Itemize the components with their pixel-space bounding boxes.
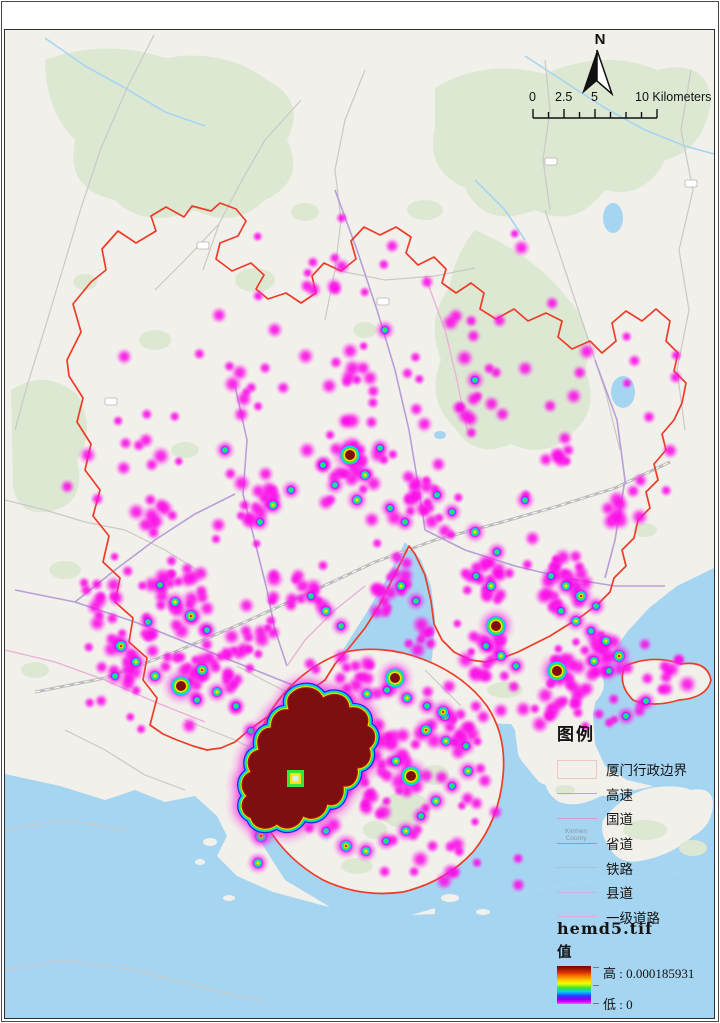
legend-items: 厦门行政边界 高速国道省道铁路县道一级道路: [557, 757, 714, 930]
legend-item-3: 省道: [557, 831, 714, 856]
legend-item-label: 省道: [606, 837, 633, 853]
raster-value-label: 值: [557, 945, 572, 961]
legend-item-1: 高速: [557, 782, 714, 807]
legend-title: 图例: [557, 725, 595, 744]
scale-label-10km: 10 Kilometers: [635, 90, 712, 104]
legend-item-5: 县道: [557, 880, 714, 905]
legend-swatch-boundary: [557, 759, 597, 779]
legend-swatch-line: [557, 842, 597, 844]
legend-item-label: 县道: [606, 886, 633, 902]
raster-color-ramp: [557, 966, 591, 1004]
legend-item-label: 铁路: [606, 861, 633, 877]
legend-swatch-line: [557, 916, 597, 918]
basemap-svg: [5, 30, 714, 1018]
legend-item-label: 厦门行政边界: [606, 763, 687, 779]
scale-label-2-5: 2.5: [555, 90, 573, 104]
raster-high-label: 高 : 0.000185931: [603, 966, 695, 981]
legend-swatch-line: [557, 793, 597, 795]
scale-label-5: 5: [591, 90, 598, 104]
heat-blob-hole: [287, 770, 304, 787]
ramp-tick-high: [593, 967, 599, 968]
legend-item-2: 国道: [557, 806, 714, 831]
legend-swatch-line: [557, 817, 597, 819]
legend-item-4: 铁路: [557, 855, 714, 880]
heat-density-halos: [59, 211, 699, 894]
raster-ramp-wrap: 高 : 0.000185931 低 : 0: [557, 966, 714, 1012]
raster-low-label: 低 : 0: [603, 997, 633, 1012]
legend-item-0: 厦门行政边界: [557, 757, 714, 782]
legend-item-6: 一级道路: [557, 905, 714, 930]
ramp-tick-low: [593, 1003, 599, 1004]
basemap-label: Kinmen County: [565, 828, 588, 842]
heat-blob-main: [242, 688, 375, 829]
scale-bar: 0 2.5 5 10 Kilometers: [521, 90, 714, 122]
map-frame: N 0 2.5 5 10 Kilometers 图例 厦门行政边界 高速国道省道铁…: [4, 29, 715, 1019]
raster-legend: hemd5.tif 值 高 : 0.000185931 低 : 0: [557, 919, 714, 1012]
legend-item-label: 高速: [606, 787, 633, 803]
legend-swatch-line: [557, 867, 597, 869]
ramp-tick-mid: [593, 985, 599, 986]
raster-layer-title: hemd5.tif: [557, 919, 653, 938]
legend-swatch-line: [557, 891, 597, 893]
rail-corridor: [34, 460, 671, 694]
north-arrow: N: [580, 31, 620, 97]
road-shields: [104, 157, 698, 406]
north-arrow-glyph: [582, 49, 614, 97]
legend: 图例 厦门行政边界 高速国道省道铁路县道一级道路: [557, 720, 714, 930]
boundary-outer: [66, 202, 687, 751]
north-label: N: [594, 31, 606, 48]
scale-bar-ticks: [532, 109, 658, 119]
heat-density-cores: [110, 325, 651, 869]
legend-item-label: 国道: [606, 812, 633, 828]
scale-label-0: 0: [529, 90, 536, 104]
legend-item-label: 一级道路: [606, 910, 660, 926]
